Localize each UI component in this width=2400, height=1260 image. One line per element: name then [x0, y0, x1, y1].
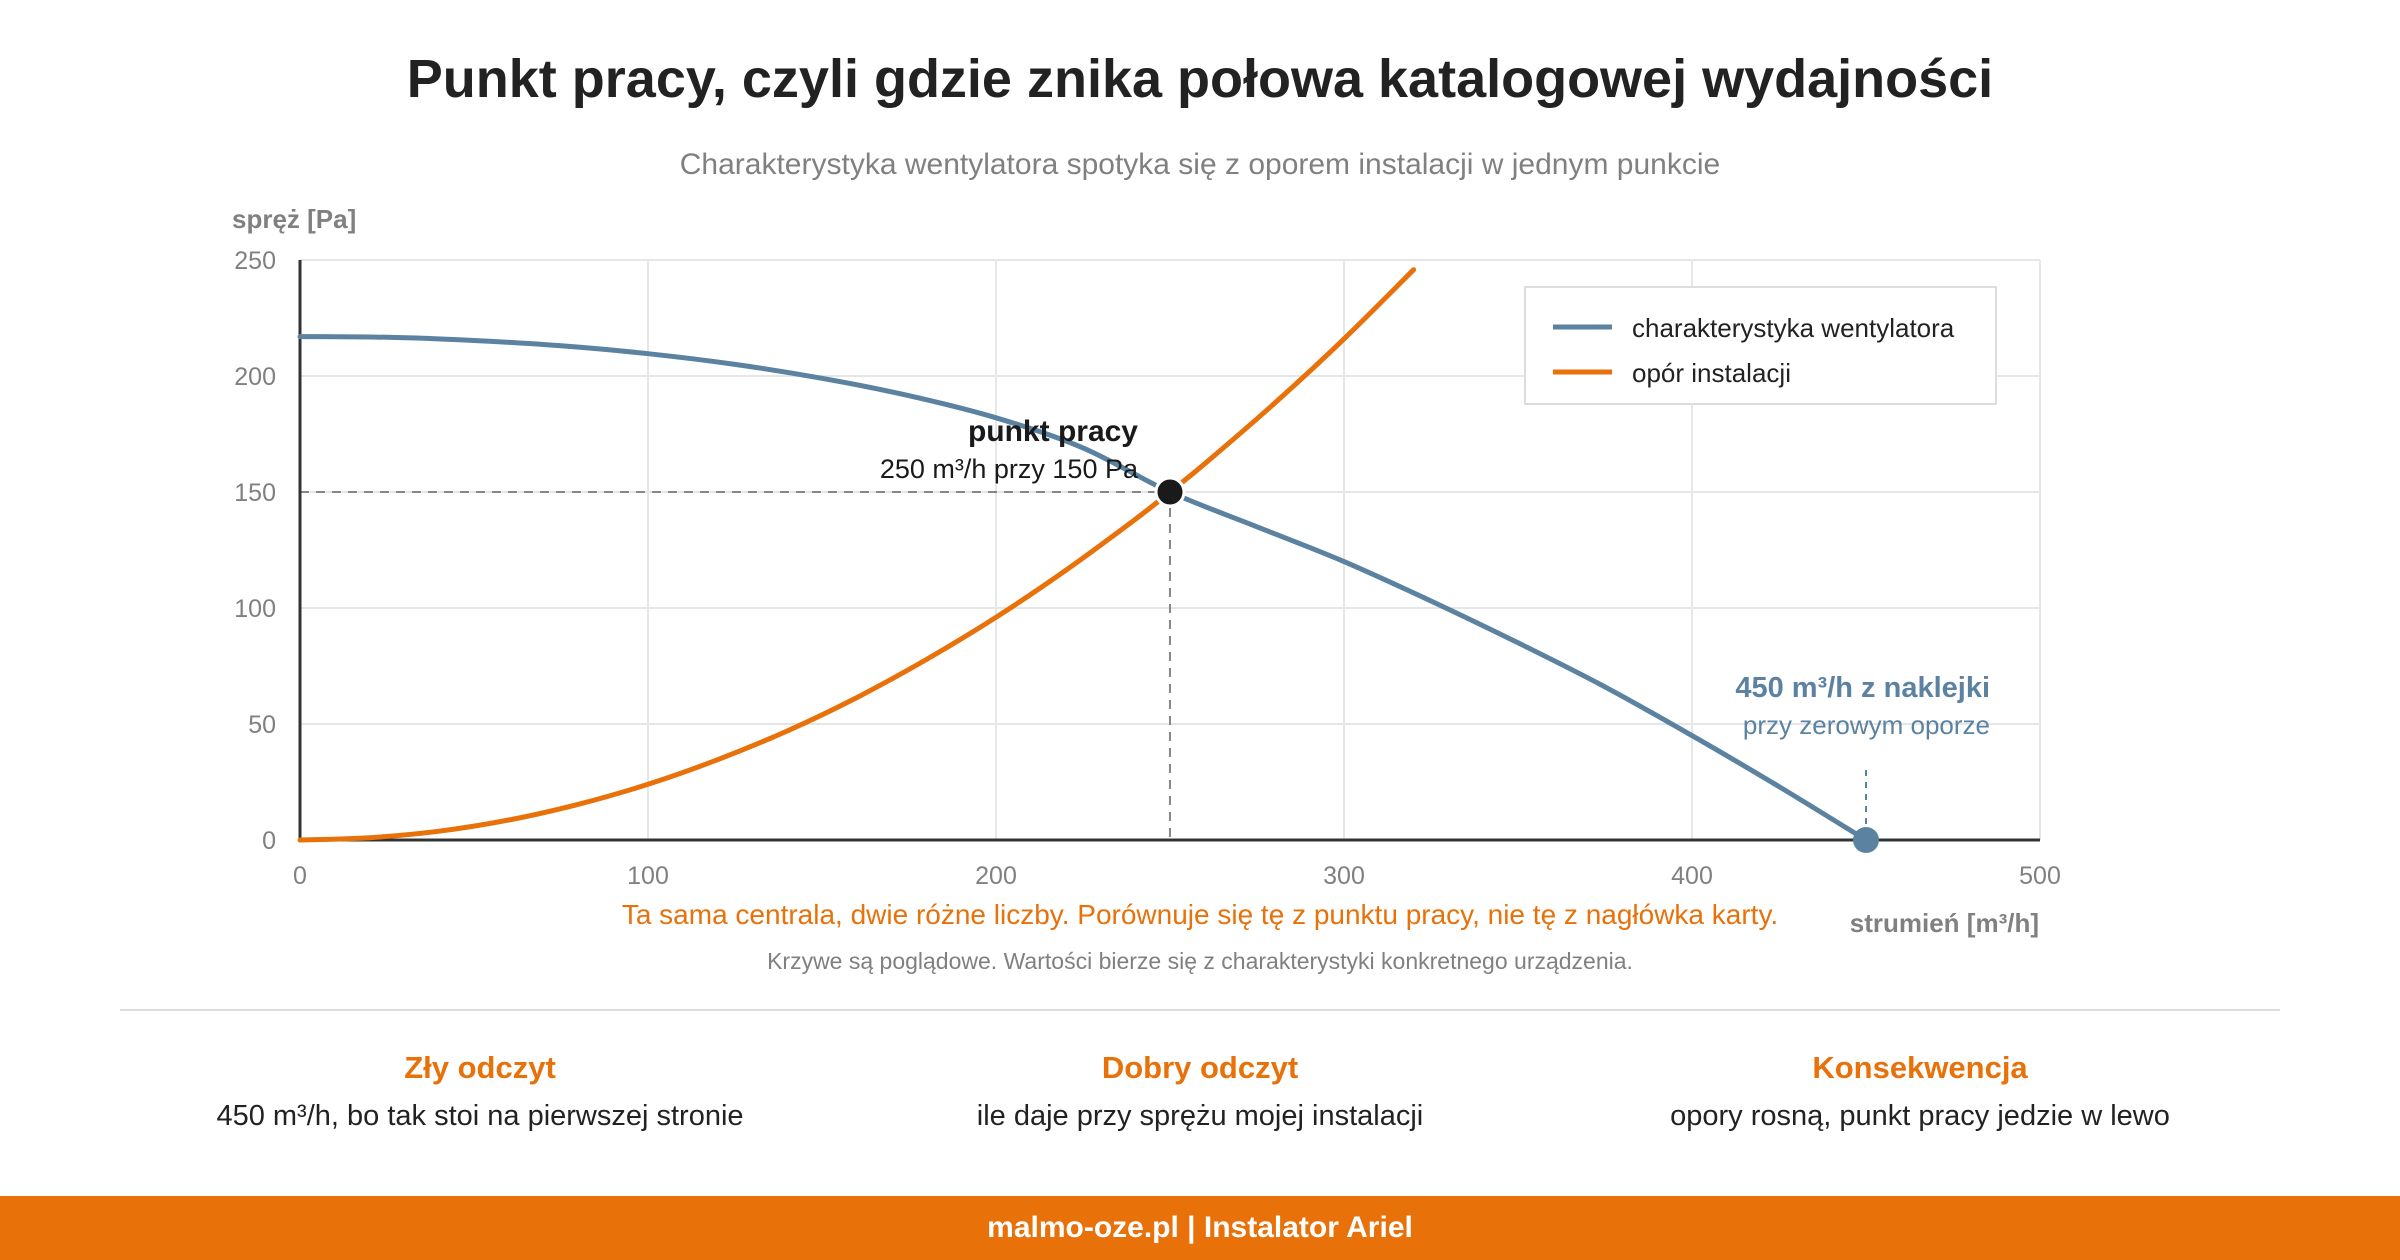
- column-heading: Konsekwencja: [1812, 1050, 2028, 1085]
- y-tick-label: 150: [234, 479, 276, 507]
- markers: [1154, 476, 1879, 853]
- column-bad-reading: Zły odczyt 450 m³/h, bo tak stoi na pier…: [100, 1050, 860, 1133]
- y-tick-label: 50: [248, 711, 276, 739]
- page-title: Punkt pracy, czyli gdzie znika połowa ka…: [406, 49, 1994, 109]
- catalog-point-sublabel: przy zerowym oporze: [1743, 710, 1990, 740]
- y-tick-label: 200: [234, 363, 276, 391]
- operating-point-sublabel: 250 m³/h przy 150 Pa: [880, 454, 1139, 484]
- divider: [120, 1009, 2280, 1011]
- footer-text: malmo-oze.pl | Instalator Ariel: [987, 1211, 1413, 1244]
- x-tick-label: 100: [627, 862, 669, 890]
- operating-point-marker: [1154, 476, 1186, 508]
- x-axis-title: strumień [m³/h]: [1850, 908, 2039, 938]
- column-heading: Dobry odczyt: [1101, 1050, 1299, 1085]
- fan-curve-line: [297, 334, 1869, 843]
- column-text: 450 m³/h, bo tak stoi na pierwszej stron…: [216, 1100, 744, 1132]
- chart-footnote: Krzywe są poglądowe. Wartości bierze się…: [767, 948, 1633, 974]
- y-tick-label: 100: [234, 595, 276, 623]
- chart-note: Ta sama centrala, dwie różne liczby. Por…: [622, 899, 1778, 930]
- x-tick-label: 500: [2019, 862, 2061, 890]
- y-tick-label: 250: [234, 247, 276, 275]
- x-tick-label: 0: [293, 862, 307, 890]
- column-text: ile daje przy sprężu mojej instalacji: [976, 1100, 1424, 1132]
- legend-label-fan-curve: charakterystyka wentylatora: [1632, 313, 1955, 343]
- catalog-point-marker: [1853, 827, 1879, 853]
- column-heading: Zły odczyt: [404, 1050, 556, 1085]
- x-tick-label: 200: [975, 862, 1017, 890]
- column-good-reading: Dobry odczyt ile daje przy sprężu mojej …: [820, 1050, 1580, 1133]
- column-consequence: Konsekwencja opory rosną, punkt pracy je…: [1540, 1050, 2300, 1133]
- axes: [298, 260, 2040, 842]
- system-resistance-line: [297, 267, 1417, 843]
- catalog-point-label: 450 m³/h z naklejki: [1735, 672, 1990, 704]
- y-tick-label: 0: [262, 827, 276, 855]
- legend: charakterystyka wentylatora opór instala…: [1524, 286, 1997, 405]
- footer-bar: malmo-oze.pl | Instalator Ariel: [0, 1196, 2400, 1260]
- tick-labels: 0 100 200 300 400 500 0 50 100 150 200 250: [234, 247, 2061, 890]
- x-tick-label: 400: [1671, 862, 1713, 890]
- reference-lines: [300, 491, 1867, 840]
- column-text: opory rosną, punkt pracy jedzie w lewo: [1670, 1100, 2170, 1132]
- series: [297, 267, 1869, 843]
- legend-label-system-resistance: opór instalacji: [1632, 358, 1791, 388]
- page-subtitle: Charakterystyka wentylatora spotyka się …: [679, 148, 1721, 181]
- x-tick-label: 300: [1323, 862, 1365, 890]
- y-axis-title: spręż [Pa]: [232, 204, 356, 234]
- operating-point-label: punkt pracy: [968, 415, 1138, 448]
- legend-box: [1524, 286, 1997, 405]
- chart: 0 100 200 300 400 500 0 50 100 150 200 250 spręż [P…: [232, 204, 2061, 974]
